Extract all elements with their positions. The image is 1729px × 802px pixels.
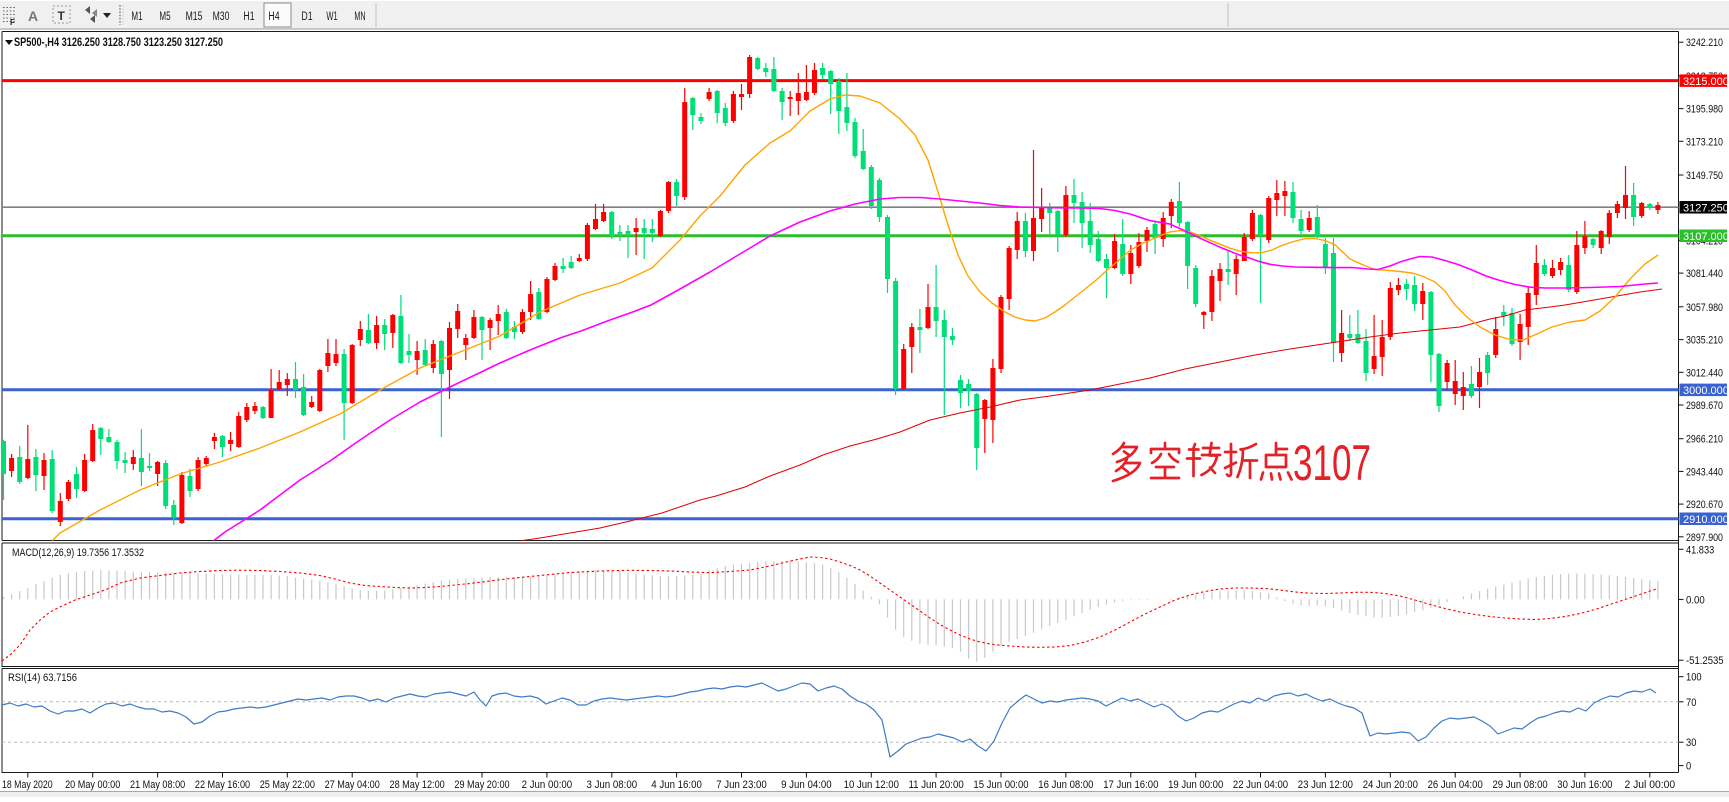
svg-text:SP500-,H4 3126.250 3128.750 3: SP500-,H4 3126.250 3128.750 3123.250 312… bbox=[14, 35, 223, 49]
svg-text:22 Jun 04:00: 22 Jun 04:00 bbox=[1233, 779, 1288, 791]
svg-text:30 Jun 16:00: 30 Jun 16:00 bbox=[1557, 779, 1612, 791]
svg-text:3242.210: 3242.210 bbox=[1686, 37, 1723, 49]
svg-text:3012.440: 3012.440 bbox=[1686, 367, 1723, 379]
svg-text:17 Jun 16:00: 17 Jun 16:00 bbox=[1103, 779, 1158, 791]
svg-text:M30: M30 bbox=[213, 11, 230, 23]
svg-text:29 Jun 08:00: 29 Jun 08:00 bbox=[1493, 779, 1548, 791]
svg-text:D1: D1 bbox=[301, 11, 312, 23]
svg-text:9 Jun 04:00: 9 Jun 04:00 bbox=[781, 779, 832, 791]
svg-text:23 Jun 12:00: 23 Jun 12:00 bbox=[1298, 779, 1353, 791]
svg-text:RSI(14) 63.7156: RSI(14) 63.7156 bbox=[8, 672, 77, 684]
svg-text:28 May 12:00: 28 May 12:00 bbox=[390, 779, 445, 791]
svg-text:26 Jun 04:00: 26 Jun 04:00 bbox=[1428, 779, 1483, 791]
svg-text:27 May 04:00: 27 May 04:00 bbox=[325, 779, 380, 791]
svg-text:22 May 16:00: 22 May 16:00 bbox=[195, 779, 250, 791]
svg-text:A: A bbox=[28, 8, 38, 24]
svg-text:T: T bbox=[58, 9, 66, 23]
svg-text:25 May 22:00: 25 May 22:00 bbox=[260, 779, 315, 791]
svg-text:4 Jun 16:00: 4 Jun 16:00 bbox=[651, 779, 702, 791]
svg-text:11 Jun 20:00: 11 Jun 20:00 bbox=[909, 779, 964, 791]
svg-text:3000.000: 3000.000 bbox=[1683, 385, 1729, 397]
svg-text:41.833: 41.833 bbox=[1686, 544, 1714, 556]
svg-text:20 May 00:00: 20 May 00:00 bbox=[65, 779, 120, 791]
svg-text:M1: M1 bbox=[131, 11, 142, 23]
svg-text:3195.980: 3195.980 bbox=[1686, 104, 1723, 116]
svg-text:MN: MN bbox=[354, 11, 365, 23]
svg-text:0: 0 bbox=[1686, 761, 1691, 773]
svg-text:3127.250: 3127.250 bbox=[1683, 202, 1729, 214]
svg-text:-51.2535: -51.2535 bbox=[1686, 655, 1724, 667]
svg-text:21 May 08:00: 21 May 08:00 bbox=[130, 779, 185, 791]
svg-text:2 Jul 00:00: 2 Jul 00:00 bbox=[1625, 779, 1676, 791]
svg-text:30: 30 bbox=[1686, 737, 1696, 749]
svg-text:3215.000: 3215.000 bbox=[1683, 76, 1729, 88]
svg-text:3107: 3107 bbox=[1293, 435, 1371, 491]
svg-text:3107.000: 3107.000 bbox=[1683, 231, 1729, 243]
svg-text:70: 70 bbox=[1686, 697, 1696, 709]
svg-text:2920.670: 2920.670 bbox=[1686, 499, 1723, 511]
svg-text:0.00: 0.00 bbox=[1686, 594, 1705, 606]
svg-text:7 Jun 23:00: 7 Jun 23:00 bbox=[716, 779, 767, 791]
svg-text:24 Jun 20:00: 24 Jun 20:00 bbox=[1363, 779, 1418, 791]
svg-text:2897.900: 2897.900 bbox=[1686, 532, 1723, 544]
svg-text:F: F bbox=[10, 18, 15, 27]
svg-text:MACD(12,26,9) 19.7356 17.3532: MACD(12,26,9) 19.7356 17.3532 bbox=[12, 547, 144, 559]
svg-text:M15: M15 bbox=[186, 11, 203, 23]
svg-text:W1: W1 bbox=[326, 11, 337, 23]
svg-text:2943.440: 2943.440 bbox=[1686, 466, 1723, 478]
svg-text:3035.210: 3035.210 bbox=[1686, 335, 1723, 347]
svg-text:100: 100 bbox=[1686, 672, 1702, 684]
svg-text:H4: H4 bbox=[268, 11, 280, 23]
svg-text:2989.670: 2989.670 bbox=[1686, 400, 1723, 412]
svg-text:16 Jun 08:00: 16 Jun 08:00 bbox=[1038, 779, 1093, 791]
svg-text:10 Jun 12:00: 10 Jun 12:00 bbox=[844, 779, 899, 791]
svg-text:3057.980: 3057.980 bbox=[1686, 302, 1723, 314]
svg-text:M5: M5 bbox=[159, 11, 170, 23]
svg-text:3 Jun 08:00: 3 Jun 08:00 bbox=[587, 779, 638, 791]
svg-text:2966.210: 2966.210 bbox=[1686, 434, 1723, 446]
svg-text:3149.750: 3149.750 bbox=[1686, 170, 1723, 182]
svg-text:H1: H1 bbox=[243, 11, 254, 23]
svg-text:15 Jun 00:00: 15 Jun 00:00 bbox=[973, 779, 1028, 791]
svg-text:19 Jun 00:00: 19 Jun 00:00 bbox=[1168, 779, 1223, 791]
svg-text:2910.000: 2910.000 bbox=[1683, 514, 1729, 526]
svg-text:2 Jun 00:00: 2 Jun 00:00 bbox=[522, 779, 573, 791]
svg-text:29 May 20:00: 29 May 20:00 bbox=[454, 779, 509, 791]
svg-text:18 May 2020: 18 May 2020 bbox=[2, 779, 53, 791]
svg-text:3173.210: 3173.210 bbox=[1686, 136, 1723, 148]
svg-text:3081.440: 3081.440 bbox=[1686, 268, 1723, 280]
